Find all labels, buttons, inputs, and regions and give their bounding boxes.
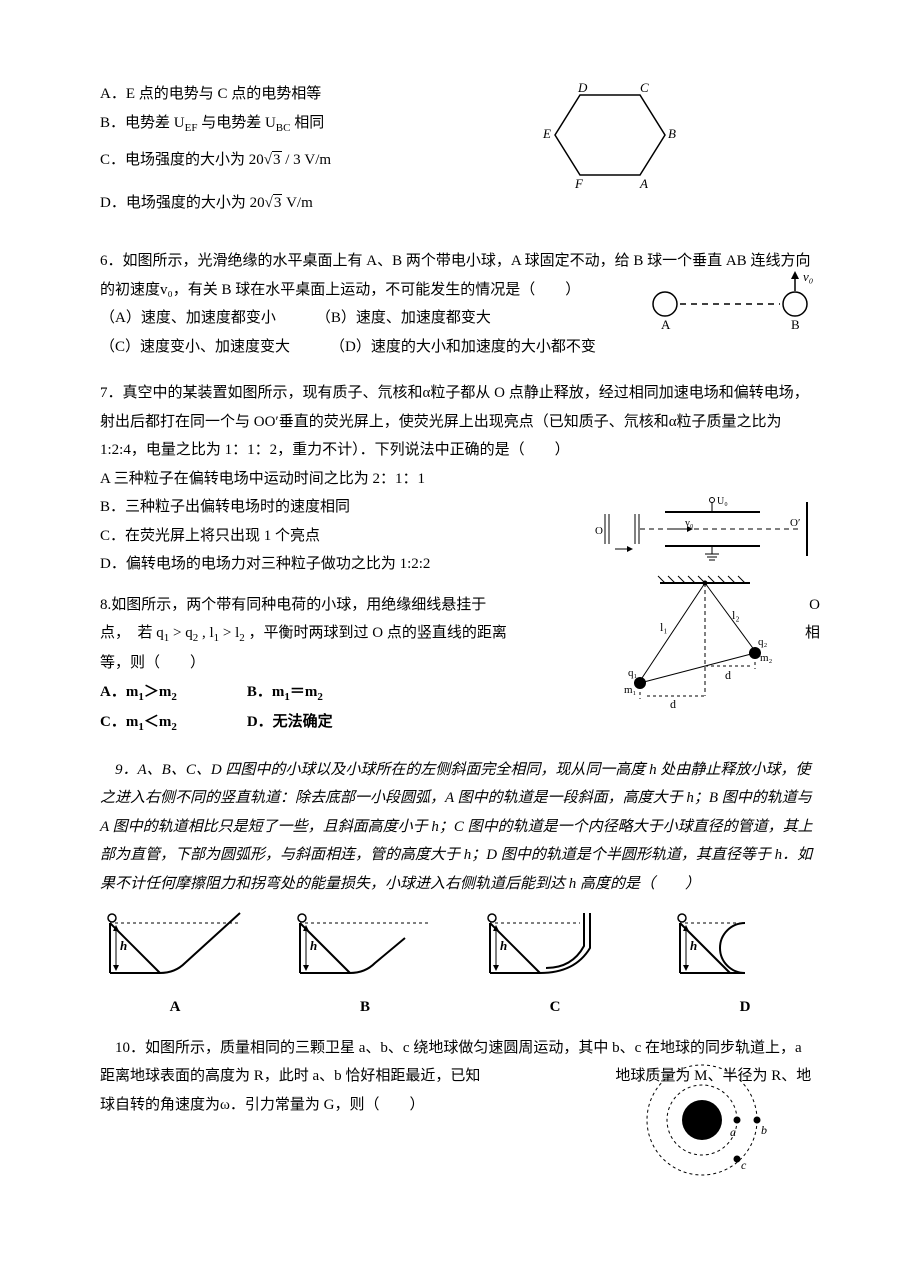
svg-text:B: B — [791, 317, 800, 332]
svg-text:h: h — [500, 938, 507, 953]
q10-figure: a b c — [630, 1064, 780, 1184]
svg-text:U₀: U₀ — [717, 496, 728, 507]
q8-option-C: C．m1＜m2 — [100, 708, 177, 738]
q8: l₁ l₂ q₁ q₂ m₁ m₂ d d 8.如图所示，两个带有同种电荷的小球… — [100, 591, 820, 738]
q5-option-D: D．电场强度的大小为 20√3 V/m — [100, 189, 820, 218]
svg-text:m₂: m₂ — [760, 652, 773, 664]
q7-stem: 7．真空中的某装置如图所示，现有质子、氘核和α粒子都从 O 点静止释放，经过相同… — [100, 379, 820, 465]
svg-text:q₁: q₁ — [628, 667, 638, 679]
svg-text:l₁: l₁ — [660, 620, 668, 634]
svg-text:h: h — [310, 938, 317, 953]
q6-option-D: （D）速度的大小和加速度的大小都不变 — [330, 333, 596, 362]
svg-text:d: d — [670, 697, 676, 711]
q5-hexagon-figure: D C B A F E — [540, 80, 680, 190]
q6-option-B: （B）速度、加速度都变大 — [316, 304, 491, 333]
svg-text:v₀: v₀ — [803, 269, 813, 284]
svg-text:c: c — [741, 1158, 747, 1172]
q5-option-B: B．电势差 UEF 与电势差 UBC 相同 — [100, 109, 820, 139]
q7-option-A: A 三种粒子在偏转电场中运动时间之比为 2：1：1 — [100, 465, 820, 494]
q5-option-C: C．电场强度的大小为 20√3 / 3 V/m — [100, 146, 820, 175]
q6-option-C: （C）速度变小、加速度变大 — [100, 333, 290, 362]
svg-text:h: h — [120, 938, 127, 953]
q6-option-A: （A）速度、加速度都变小 — [100, 304, 276, 333]
svg-text:a: a — [730, 1125, 736, 1139]
q5: D C B A F E A．E 点的电势与 C 点的电势相等 B．电势差 UEF… — [100, 80, 820, 217]
q9-figure-B: h B — [290, 908, 440, 1022]
q7-figure: O U₀ O′ v₀ — [595, 494, 820, 564]
svg-text:h: h — [690, 938, 697, 953]
q6: v₀ A B 6．如图所示，光滑绝缘的水平桌面上有 A、B 两个带电小球，A 球… — [100, 247, 820, 361]
svg-text:l₂: l₂ — [732, 608, 740, 622]
q8-options-row2: C．m1＜m2 D．无法确定 — [100, 708, 820, 738]
q9: 9．A、B、C、D 四图中的小球以及小球所在的左侧斜面完全相同，现从同一高度 h… — [100, 756, 820, 1022]
q6-figure: v₀ A B — [645, 269, 820, 339]
q9-figure-D: h D — [670, 908, 820, 1022]
hex-label-C: C — [640, 80, 649, 95]
svg-text:m₁: m₁ — [624, 684, 637, 696]
q9-figures: h A h B — [100, 908, 820, 1022]
q8-option-A: A．m1＞m2 — [100, 678, 177, 708]
q9-figure-A: h A — [100, 908, 250, 1022]
q9-stem: 9．A、B、C、D 四图中的小球以及小球所在的左侧斜面完全相同，现从同一高度 h… — [100, 756, 820, 899]
svg-text:q₂: q₂ — [758, 636, 768, 648]
q9-figure-C: h C — [480, 908, 630, 1022]
q7: 7．真空中的某装置如图所示，现有质子、氘核和α粒子都从 O 点静止释放，经过相同… — [100, 379, 820, 579]
svg-text:O′: O′ — [790, 517, 800, 529]
q5-option-A: A．E 点的电势与 C 点的电势相等 — [100, 80, 820, 109]
hex-label-F: F — [574, 176, 584, 190]
q10: a b c 10．如图所示，质量相同的三颗卫星 a、b、c 绕地球做匀速圆周运动… — [100, 1034, 820, 1120]
q8-option-B: B．m1＝m2 — [247, 678, 323, 708]
hex-label-B: B — [668, 126, 676, 141]
hex-label-D: D — [577, 80, 588, 95]
svg-text:d: d — [725, 668, 731, 682]
q8-option-D: D．无法确定 — [247, 708, 333, 738]
q8-figure: l₁ l₂ q₁ q₂ m₁ m₂ d d — [610, 571, 780, 711]
svg-text:b: b — [761, 1123, 767, 1137]
svg-text:A: A — [661, 317, 671, 332]
hex-label-A: A — [639, 176, 648, 190]
hex-label-E: E — [542, 126, 551, 141]
svg-text:O: O — [595, 525, 603, 537]
